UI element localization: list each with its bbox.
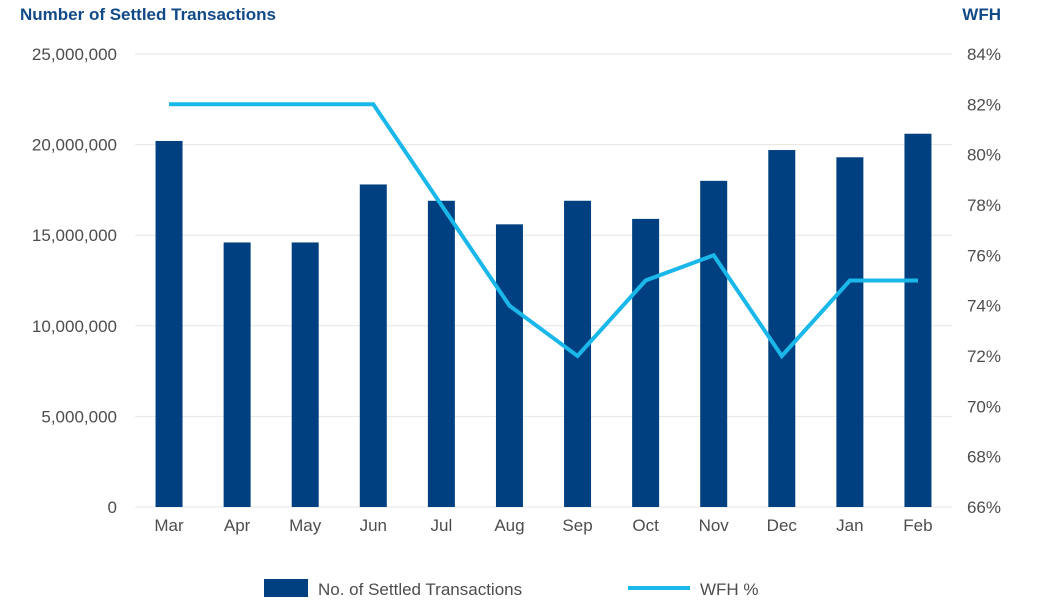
line-series [169, 102, 918, 360]
bar [155, 140, 183, 507]
bar [291, 242, 319, 507]
left-tick-label: 20,000,000 [32, 136, 117, 155]
left-tick-label: 25,000,000 [32, 45, 117, 64]
right-tick-label: 80% [967, 146, 1001, 165]
left-axis-title: Number of Settled Transactions [20, 5, 276, 24]
right-tick-label: 84% [967, 45, 1001, 64]
left-tick-label: 10,000,000 [32, 317, 117, 336]
x-tick-label: Oct [632, 516, 659, 535]
x-tick-label: Mar [154, 516, 184, 535]
right-tick-label: 66% [967, 498, 1001, 517]
right-tick-label: 68% [967, 448, 1001, 467]
gridlines [135, 53, 952, 508]
x-tick-label: Apr [224, 516, 251, 535]
right-tick-label: 70% [967, 397, 1001, 416]
right-tick-label: 76% [967, 246, 1001, 265]
bar [427, 200, 455, 507]
bar [904, 133, 932, 507]
bar [836, 157, 864, 507]
right-axis-ticks: 66% 68% 70% 72% 74% 76% 78% 80% 82% 84% [967, 45, 1001, 517]
legend-line-label: WFH % [700, 580, 759, 599]
x-tick-label: Sep [562, 516, 592, 535]
right-tick-label: 82% [967, 95, 1001, 114]
x-tick-label: Aug [494, 516, 524, 535]
bar [223, 242, 251, 507]
x-tick-label: Jun [360, 516, 387, 535]
bar-series [155, 133, 932, 508]
bar [768, 150, 796, 507]
bar [495, 224, 523, 507]
x-tick-label: May [289, 516, 322, 535]
right-axis-title: WFH [962, 5, 1001, 24]
legend-bar-label: No. of Settled Transactions [318, 580, 522, 599]
x-axis-ticks: Mar Apr May Jun Jul Aug Sep Oct Nov Dec Jan Feb [154, 516, 932, 535]
bar [359, 184, 387, 508]
left-tick-label: 0 [108, 498, 117, 517]
x-tick-label: Jan [836, 516, 863, 535]
legend-bar-swatch [264, 579, 308, 597]
left-axis-ticks: 0 5,000,000 10,000,000 15,000,000 20,000,000… [32, 45, 117, 517]
left-tick-label: 15,000,000 [32, 226, 117, 245]
x-tick-label: Dec [767, 516, 798, 535]
right-tick-label: 74% [967, 297, 1001, 316]
x-tick-label: Nov [699, 516, 730, 535]
right-tick-label: 78% [967, 196, 1001, 215]
x-tick-label: Feb [903, 516, 932, 535]
wfh-line [169, 102, 918, 360]
right-tick-label: 72% [967, 347, 1001, 366]
bar [700, 180, 728, 507]
x-tick-label: Jul [431, 516, 453, 535]
bar [632, 218, 660, 507]
left-tick-label: 5,000,000 [41, 407, 117, 426]
legend: No. of Settled Transactions WFH % [264, 579, 759, 599]
